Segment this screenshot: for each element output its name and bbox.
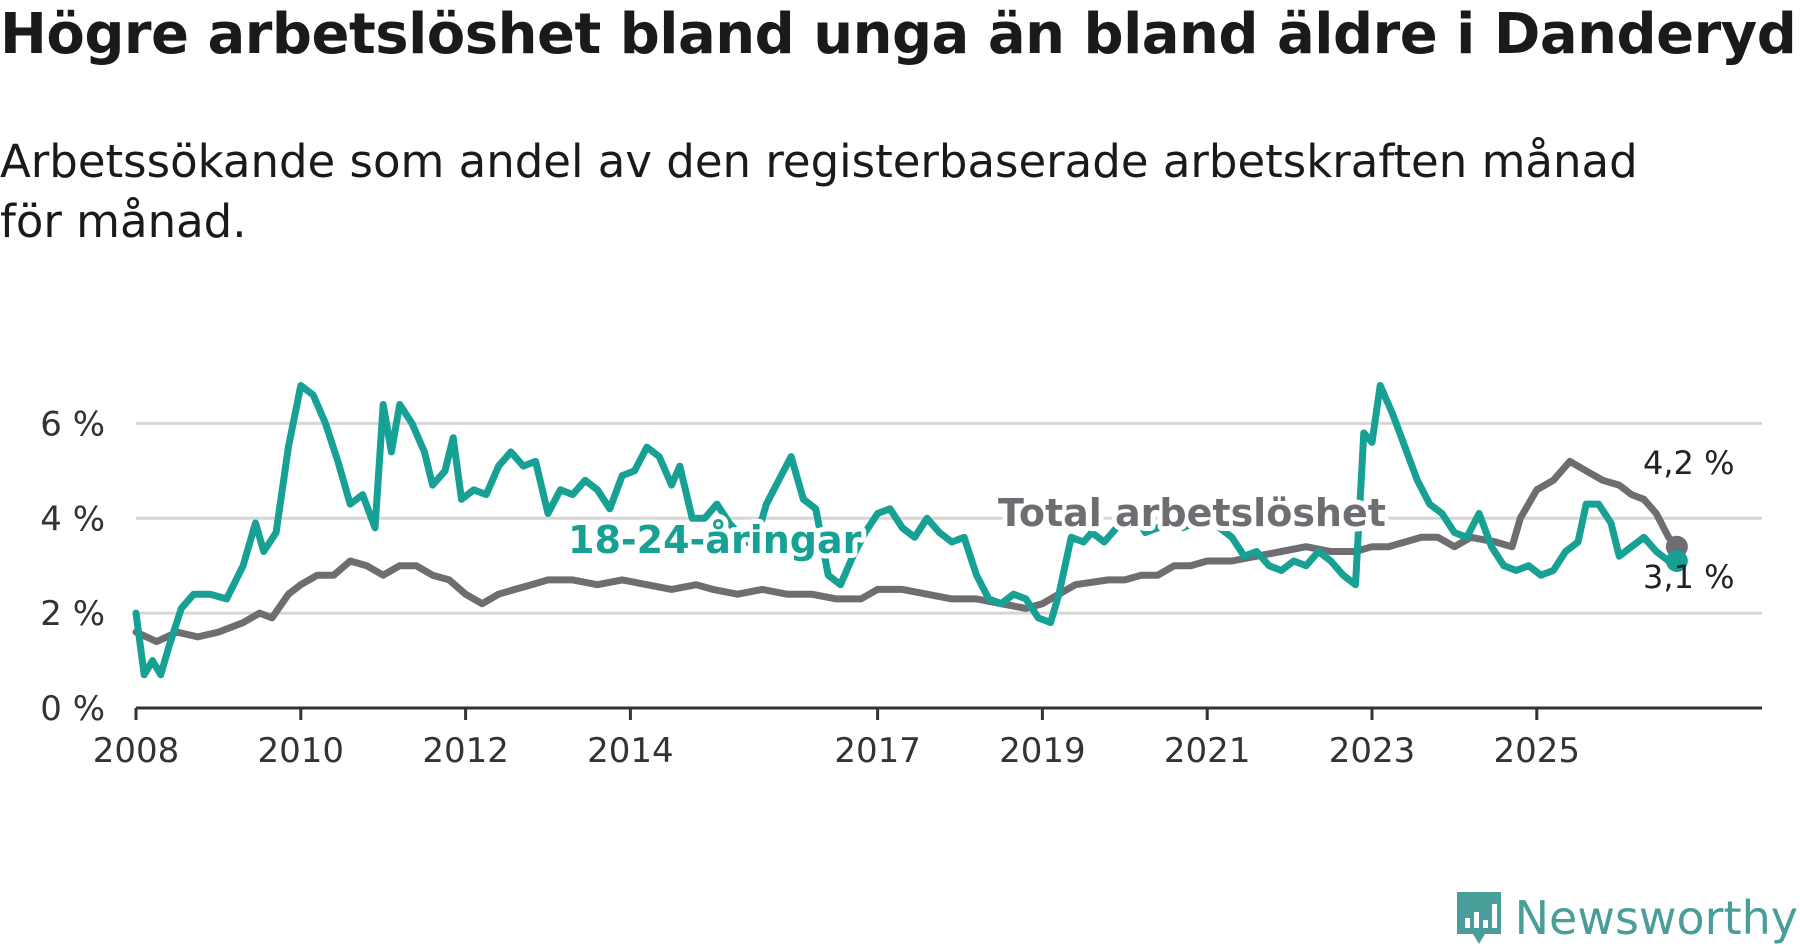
x-tick-label: 2021: [1164, 731, 1251, 771]
gridlines: [136, 421, 1762, 615]
newsworthy-logo-icon: [1456, 892, 1501, 944]
x-tick-label: 2025: [1494, 731, 1581, 771]
brand-logo: Newsworthy: [1455, 890, 1798, 946]
y-tick-label: 4 %: [40, 499, 105, 539]
series-label-total: Total arbetslöshet: [998, 491, 1386, 535]
end-point-youth: [1665, 549, 1688, 572]
x-tick-label: 2019: [999, 731, 1086, 771]
x-tick-label: 2017: [834, 731, 921, 771]
chart-title: Högre arbetslöshet bland unga än bland ä…: [0, 2, 1797, 67]
series-line-total: [132, 457, 1681, 646]
x-tick-label: 2008: [93, 731, 180, 771]
chart-subtitle: Arbetssökande som andel av den registerb…: [0, 135, 1638, 248]
y-axis-ticks: 0 % 2 % 4 % 6 %: [40, 404, 105, 729]
brand-name: Newsworthy: [1514, 891, 1798, 945]
x-tick-label: 2012: [422, 731, 509, 771]
end-value-label-total: 4,2 %: [1643, 444, 1734, 482]
series-label-youth: 18-24-åringar: [568, 518, 862, 562]
y-tick-label: 2 %: [40, 594, 105, 634]
x-tick-label: 2014: [587, 731, 674, 771]
y-tick-label: 6 %: [40, 404, 105, 444]
series-line-youth: [132, 382, 1681, 679]
x-tick-label: 2010: [258, 731, 345, 771]
x-axis-ticks: 2008 2010 2012 2014 2017 2019 2021 2023 2025: [93, 708, 1580, 771]
y-tick-label: 0 %: [40, 689, 105, 729]
end-value-label-youth: 3,1 %: [1643, 558, 1734, 596]
x-tick-label: 2023: [1329, 731, 1416, 771]
